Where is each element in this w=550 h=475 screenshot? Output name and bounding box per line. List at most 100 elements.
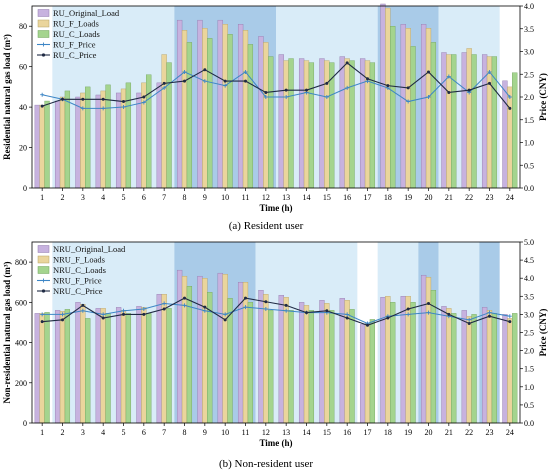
bar-ru-original-load	[380, 3, 386, 189]
point-nru-c-price	[122, 312, 125, 316]
bar-nru-original-load	[156, 294, 162, 424]
point-ru-c-price	[467, 88, 471, 92]
bar-nru-original-load	[54, 310, 61, 424]
bar-ru-f-loads	[344, 58, 350, 189]
bar-ru-c-loads	[247, 44, 254, 189]
x-tick-label: 12	[262, 193, 270, 202]
legend-label: NRU_C_Price	[53, 286, 103, 296]
bar-nru-original-load	[420, 274, 427, 424]
point-nru-f-price	[141, 306, 146, 311]
y-tick-label: 60	[19, 63, 27, 72]
bar-nru-original-load	[197, 275, 203, 424]
legend-swatch	[37, 30, 50, 38]
x-tick-label: 22	[465, 428, 473, 437]
y2-tick-label: 1.5	[524, 116, 534, 125]
point-ru-f-price	[80, 106, 85, 111]
point-ru-c-price	[183, 79, 186, 83]
bar-ru-f-loads	[303, 60, 310, 189]
y2-tick-label: 0.0	[524, 419, 534, 428]
x-tick-label: 3	[81, 428, 85, 437]
point-ru-c-price	[406, 86, 410, 90]
x-tick-label: 18	[384, 193, 392, 202]
bar-ru-f-loads	[486, 56, 493, 189]
bar-nru-f-loads	[364, 323, 371, 424]
bar-nru-c-loads	[512, 313, 518, 424]
x-tick-label: 15	[323, 193, 331, 202]
point-ru-f-price	[324, 95, 329, 99]
y-tick-label: 600	[15, 298, 27, 307]
y-tick-label: 800	[15, 258, 27, 267]
point-ru-c-price	[40, 104, 44, 108]
point-ru-f-price	[243, 69, 248, 74]
x-tick-label: 23	[486, 428, 494, 437]
bar-ru-c-loads	[390, 26, 396, 189]
legend-marker	[41, 53, 46, 57]
bar-ru-original-load	[75, 96, 81, 189]
bar-nru-c-loads	[410, 302, 416, 424]
legend-marker	[41, 278, 46, 283]
y-axis-label: Non-residential natural gas load (m³)	[2, 261, 12, 403]
x-tick-label: 7	[162, 193, 166, 202]
x-tick-label: 24	[506, 428, 514, 437]
point-nru-f-price	[80, 308, 85, 313]
point-ru-c-price	[386, 84, 390, 88]
bar-ru-c-loads	[207, 38, 213, 189]
bar-ru-c-loads	[512, 72, 518, 189]
bar-ru-original-load	[197, 19, 203, 189]
point-nru-c-price	[366, 323, 369, 327]
x-tick-label: 13	[282, 428, 290, 437]
bar-nru-original-load	[441, 306, 447, 424]
y2-tick-label: 2.0	[524, 93, 534, 102]
bar-ru-original-load	[298, 58, 305, 189]
x-tick-label: 16	[343, 428, 351, 437]
bar-ru-original-load	[136, 92, 142, 189]
bar-ru-c-loads	[125, 82, 132, 189]
point-nru-f-price	[223, 312, 228, 317]
point-nru-f-price	[345, 312, 350, 317]
non-resident-panel: 0 200 400 600 800 0.0 0.5 1.0 1.5 2.0 2.5 3.0 3.5 4.0…	[2, 238, 548, 470]
x-tick-label: 1	[40, 428, 44, 437]
bar-ru-f-loads	[100, 90, 106, 189]
point-nru-f-price	[121, 308, 126, 313]
bar-nru-c-loads	[451, 313, 457, 424]
point-nru-c-price	[101, 316, 105, 320]
bar-nru-f-loads	[141, 307, 147, 424]
x-tick-label: 6	[142, 193, 146, 202]
bar-nru-f-loads	[507, 318, 513, 424]
bar-nru-c-loads	[146, 313, 152, 424]
bar-ru-f-loads	[405, 28, 411, 189]
point-nru-f-price	[426, 310, 431, 315]
bar-nru-c-loads	[85, 318, 91, 424]
point-ru-c-price	[223, 79, 227, 83]
legend-label: RU_Original_Load	[53, 8, 120, 18]
point-nru-c-price	[488, 314, 491, 318]
bar-nru-c-loads	[390, 302, 396, 424]
bar-nru-original-load	[75, 302, 81, 424]
bar-ru-c-loads	[166, 62, 172, 189]
bar-ru-original-load	[258, 36, 264, 189]
point-ru-c-price	[325, 81, 329, 85]
bar-nru-c-loads	[349, 309, 355, 424]
point-nru-f-price	[60, 312, 65, 317]
x-tick-label: 10	[221, 193, 229, 202]
bar-ru-f-loads	[385, 7, 391, 189]
legend-swatch	[37, 19, 50, 28]
legend-label: NRU_Original_Load	[53, 244, 126, 254]
y-tick-label: 80	[19, 22, 27, 31]
bar-ru-c-loads	[268, 56, 274, 189]
point-ru-c-price	[508, 106, 512, 110]
y2-tick-label: 1.0	[524, 139, 534, 148]
point-nru-c-price	[427, 302, 430, 306]
bar-ru-c-loads	[308, 62, 315, 189]
x-tick-label: 11	[242, 428, 250, 437]
point-nru-c-price	[406, 307, 410, 311]
bar-nru-c-loads	[288, 310, 294, 424]
point-ru-c-price	[162, 81, 166, 85]
bar-nru-c-loads	[369, 319, 376, 424]
bar-nru-f-loads	[59, 311, 66, 424]
bar-ru-f-loads	[39, 104, 45, 189]
x-tick-label: 2	[61, 428, 65, 437]
x-tick-label: 6	[142, 428, 146, 437]
point-nru-c-price	[386, 316, 390, 320]
point-nru-c-price	[467, 321, 471, 325]
